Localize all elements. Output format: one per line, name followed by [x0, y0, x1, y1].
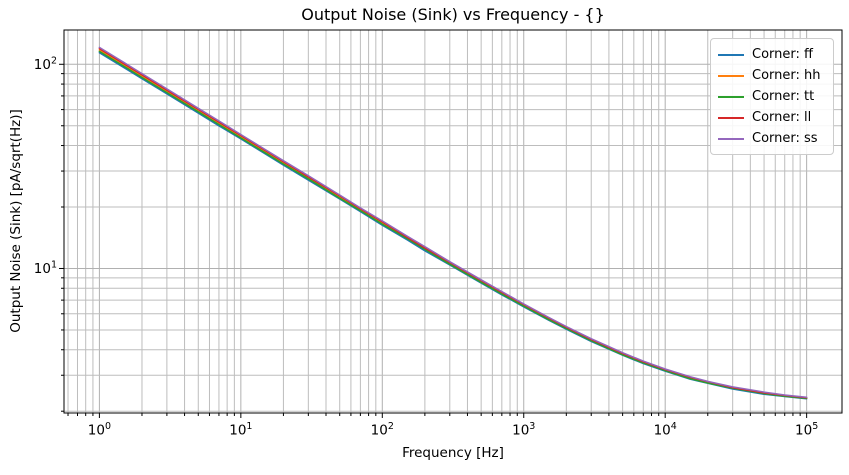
- legend-label-ss: Corner: ss: [752, 131, 818, 146]
- plot-border: [63, 29, 843, 414]
- x-axis-label: Frequency [Hz]: [402, 445, 504, 461]
- axis-ticks: [59, 63, 808, 418]
- series-line-tt: [98, 50, 808, 400]
- series-line-ff: [98, 51, 808, 400]
- y-tick-label-1e2: 102: [33, 55, 57, 74]
- legend-item-ll: Corner: ll: [718, 107, 826, 128]
- series-lines: [98, 46, 808, 400]
- series-line-ss: [98, 46, 808, 399]
- y-axis-label: Output Noise (Sink) [pA/sqrt(Hz)]: [8, 109, 24, 333]
- series-line-hh: [98, 49, 808, 399]
- legend-label-tt: Corner: tt: [752, 89, 815, 104]
- legend-label-ll: Corner: ll: [752, 110, 812, 125]
- legend-item-ff: Corner: ff: [718, 44, 826, 65]
- legend-line-swatch-tt: [718, 95, 744, 98]
- legend-item-hh: Corner: hh: [718, 65, 826, 86]
- x-tick-label-1e4: 104: [653, 421, 677, 439]
- legend: Corner: ff Corner: hh Corner: tt Corner: ll…: [710, 38, 834, 155]
- legend-line-swatch-ff: [718, 53, 744, 56]
- chart-title: Output Noise (Sink) vs Frequency - {}: [301, 5, 605, 24]
- legend-label-hh: Corner: hh: [752, 68, 821, 83]
- legend-line-swatch-hh: [718, 74, 744, 77]
- x-gridlines: [67, 30, 808, 413]
- x-tick-label-1e2: 102: [370, 421, 394, 439]
- legend-item-tt: Corner: tt: [718, 86, 826, 107]
- legend-line-swatch-ss: [718, 137, 744, 140]
- legend-line-swatch-ll: [718, 116, 744, 119]
- legend-item-ss: Corner: ss: [718, 128, 826, 149]
- y-tick-label-1e1: 101: [33, 259, 57, 278]
- series-line-ll: [98, 47, 808, 399]
- x-tick-label-1e5: 105: [795, 421, 819, 439]
- legend-label-ff: Corner: ff: [752, 47, 813, 62]
- x-tick-label-1e3: 103: [512, 421, 536, 439]
- x-tick-label-1e0: 100: [87, 421, 112, 439]
- x-tick-label-1e1: 101: [229, 421, 253, 439]
